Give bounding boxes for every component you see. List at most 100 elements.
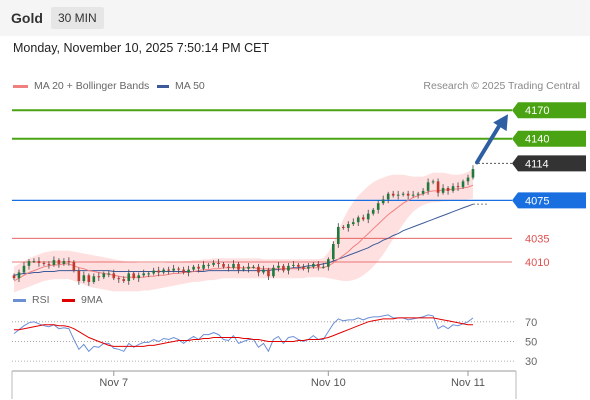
candle-body <box>396 194 400 196</box>
candle-body <box>102 273 106 278</box>
candle-body <box>82 275 86 281</box>
candle <box>436 178 440 197</box>
candle <box>12 273 16 281</box>
candle <box>431 179 435 185</box>
candle-body <box>267 269 270 277</box>
price-levels <box>12 109 512 263</box>
x-tick-label: Nov 10 <box>311 377 346 389</box>
x-axis: Nov 7 Nov 10 Nov 11 <box>11 370 517 399</box>
candle-body <box>317 263 320 267</box>
candle <box>232 260 235 270</box>
candle <box>182 266 185 275</box>
legend-9ma-label: 9MA <box>81 294 103 306</box>
candle-body <box>446 188 450 191</box>
candle <box>52 256 56 267</box>
candle-body <box>207 264 210 266</box>
candle-body <box>222 263 225 267</box>
candle <box>127 269 131 285</box>
candle <box>142 269 146 278</box>
candle-body <box>451 186 455 191</box>
candle-body <box>117 278 121 280</box>
candle <box>421 188 425 196</box>
candle <box>22 262 26 275</box>
candle-body <box>436 181 440 193</box>
candle-body <box>302 266 305 269</box>
candle-body <box>277 265 280 268</box>
candle-body <box>252 266 255 268</box>
rsi-panel: 70 50 30 <box>12 314 537 368</box>
candle <box>277 262 280 272</box>
top-bar: Gold 30 MIN <box>0 0 590 36</box>
candle <box>336 223 340 248</box>
candle <box>327 257 330 271</box>
candle-body <box>297 264 300 267</box>
candle-body <box>172 268 175 271</box>
candle-body <box>332 244 335 260</box>
level-tag-4114 <box>512 155 586 172</box>
level-label-4010: 4010 <box>525 257 549 269</box>
candle-body <box>356 217 360 223</box>
candle-body <box>197 266 200 269</box>
candle <box>72 260 76 273</box>
x-tick-label: Nov 11 <box>451 377 485 389</box>
candle-body <box>257 266 260 273</box>
candle-body <box>307 266 310 269</box>
candle <box>122 276 126 283</box>
candle-body <box>282 265 285 271</box>
candle <box>307 262 310 273</box>
candle-body <box>361 217 365 220</box>
candle <box>157 266 160 277</box>
candle <box>282 263 285 273</box>
rsi-tick-30: 30 <box>525 356 537 368</box>
candle <box>27 259 31 270</box>
level-label-4170: 4170 <box>525 105 549 117</box>
candle <box>426 178 430 195</box>
candle <box>406 190 410 200</box>
candle <box>351 218 355 226</box>
candle-body <box>177 268 180 270</box>
timeframe-button[interactable]: 30 MIN <box>51 7 104 29</box>
candle <box>207 262 210 269</box>
candle-body <box>42 262 46 264</box>
candle <box>32 258 36 263</box>
candle <box>386 191 390 204</box>
candle <box>147 271 151 278</box>
candle-body <box>167 269 170 271</box>
candle-body <box>112 273 116 279</box>
candle <box>112 269 116 281</box>
candle-body <box>426 182 430 191</box>
candle-body <box>411 194 415 196</box>
candle-body <box>327 259 330 267</box>
candle-body <box>381 199 385 204</box>
rsi-swatch <box>13 298 26 302</box>
candle <box>341 225 345 230</box>
level-label-4114: 4114 <box>525 158 549 170</box>
candle <box>257 263 260 277</box>
candle-body <box>232 263 235 268</box>
candle-body <box>67 261 71 263</box>
candle-body <box>366 213 370 220</box>
candle-body <box>237 263 240 270</box>
candle-body <box>466 177 470 182</box>
candle <box>371 207 375 216</box>
candle-body <box>471 169 475 178</box>
candle <box>287 262 290 275</box>
rsi-tick-70: 70 <box>525 317 537 329</box>
candle <box>361 214 365 222</box>
candle <box>132 271 136 281</box>
candle-body <box>341 226 345 228</box>
candle <box>117 276 121 283</box>
candle-body <box>461 181 465 188</box>
candle-body <box>401 193 405 195</box>
candle-body <box>147 273 151 275</box>
candle <box>107 270 111 278</box>
candle <box>297 262 300 271</box>
candle <box>312 262 315 269</box>
candle-body <box>107 273 111 275</box>
candle-body <box>47 263 51 265</box>
candle <box>87 273 91 286</box>
candle <box>376 200 380 214</box>
candle <box>292 261 295 268</box>
9ma-swatch <box>62 298 75 302</box>
legend-rsi-label: RSI <box>32 294 50 306</box>
